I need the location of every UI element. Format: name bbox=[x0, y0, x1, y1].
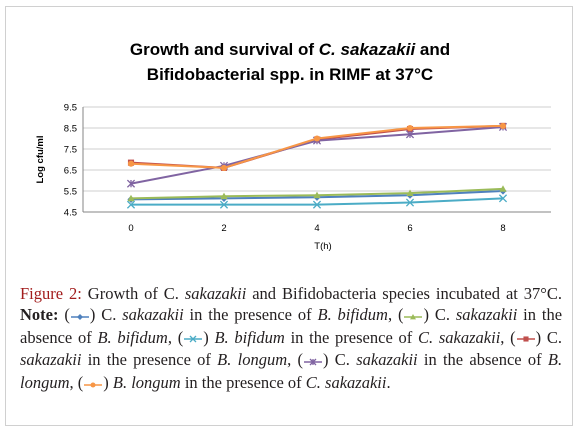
series-2-point bbox=[220, 192, 228, 200]
y-tick-label: 7.5 bbox=[64, 145, 77, 156]
legend-symbol-marker bbox=[90, 382, 96, 388]
series-2-point bbox=[127, 194, 135, 202]
legend-symbol-marker bbox=[76, 313, 83, 320]
legend-symbol-6 bbox=[84, 374, 103, 395]
chart-title-line-1: Growth and survival of C. sakazakii and bbox=[129, 40, 451, 59]
figure-label: Figure 2: bbox=[20, 284, 82, 303]
series-6-point bbox=[220, 164, 228, 171]
x-tick-label: 8 bbox=[500, 223, 505, 234]
chart-title-line-2: Bifidobacterial spp. in RIMF at 37°C bbox=[146, 65, 434, 84]
figure-caption: Figure 2: Growth of C. sakazakii and Bif… bbox=[20, 283, 562, 395]
legend-symbol-4 bbox=[516, 328, 535, 349]
series-5-point bbox=[126, 179, 136, 188]
y-tick-label: 5.5 bbox=[64, 187, 77, 198]
series-5-point bbox=[405, 130, 415, 139]
series-3-point bbox=[498, 194, 508, 203]
y-tick-label: 9.5 bbox=[64, 103, 77, 114]
note-label: Note: bbox=[20, 305, 59, 324]
series-2-point bbox=[406, 189, 414, 196]
legend-symbol-marker bbox=[309, 358, 317, 366]
legend-symbol-marker bbox=[523, 336, 529, 342]
x-tick-label: 6 bbox=[407, 223, 412, 234]
series-6-point bbox=[313, 135, 321, 142]
series-3-point bbox=[126, 200, 136, 209]
legend-symbol-graphic bbox=[84, 382, 103, 388]
series-3-point bbox=[312, 200, 322, 209]
legend-symbol-marker bbox=[410, 313, 417, 320]
y-tick-label: 6.5 bbox=[64, 166, 77, 177]
y-tick-label: 4.5 bbox=[64, 208, 77, 219]
chart-title: Growth and survival of C. sakazakii and … bbox=[6, 37, 574, 87]
y-tick-label: 8.5 bbox=[64, 124, 77, 135]
series-6-point bbox=[406, 124, 414, 132]
legend-symbol-5 bbox=[304, 351, 323, 372]
x-tick-label: 4 bbox=[314, 223, 319, 234]
figure-box: 4.5 5.5 6.5 7.5 8.5 9.5 0 2 4 6 8 T(h) Log cfu/ml Gr… bbox=[5, 6, 573, 426]
series-6-point bbox=[499, 122, 507, 129]
series-3-point bbox=[219, 200, 229, 209]
legend-symbol-graphic bbox=[516, 336, 535, 342]
y-axis-label: Log cfu/ml bbox=[35, 135, 46, 183]
series-2-point bbox=[313, 191, 321, 199]
x-tick-label: 2 bbox=[221, 223, 226, 234]
series-2-point bbox=[499, 185, 507, 192]
legend-symbol-graphic bbox=[184, 335, 203, 343]
series-3-point bbox=[405, 198, 415, 207]
chart: 4.5 5.5 6.5 7.5 8.5 9.5 0 2 4 6 8 T(h) Log cfu/ml bbox=[35, 103, 551, 252]
x-tick-label: 0 bbox=[128, 223, 133, 234]
legend-symbol-graphic bbox=[304, 358, 323, 366]
x-axis-label: T(h) bbox=[314, 241, 331, 252]
legend-symbol-3 bbox=[184, 328, 203, 349]
legend-symbol-marker bbox=[189, 335, 197, 343]
series-6-point bbox=[127, 160, 135, 167]
legend-symbol-1 bbox=[70, 306, 89, 327]
legend-symbol-graphic bbox=[404, 313, 423, 320]
legend-symbol-graphic bbox=[70, 313, 89, 320]
legend-symbol-2 bbox=[404, 306, 423, 327]
